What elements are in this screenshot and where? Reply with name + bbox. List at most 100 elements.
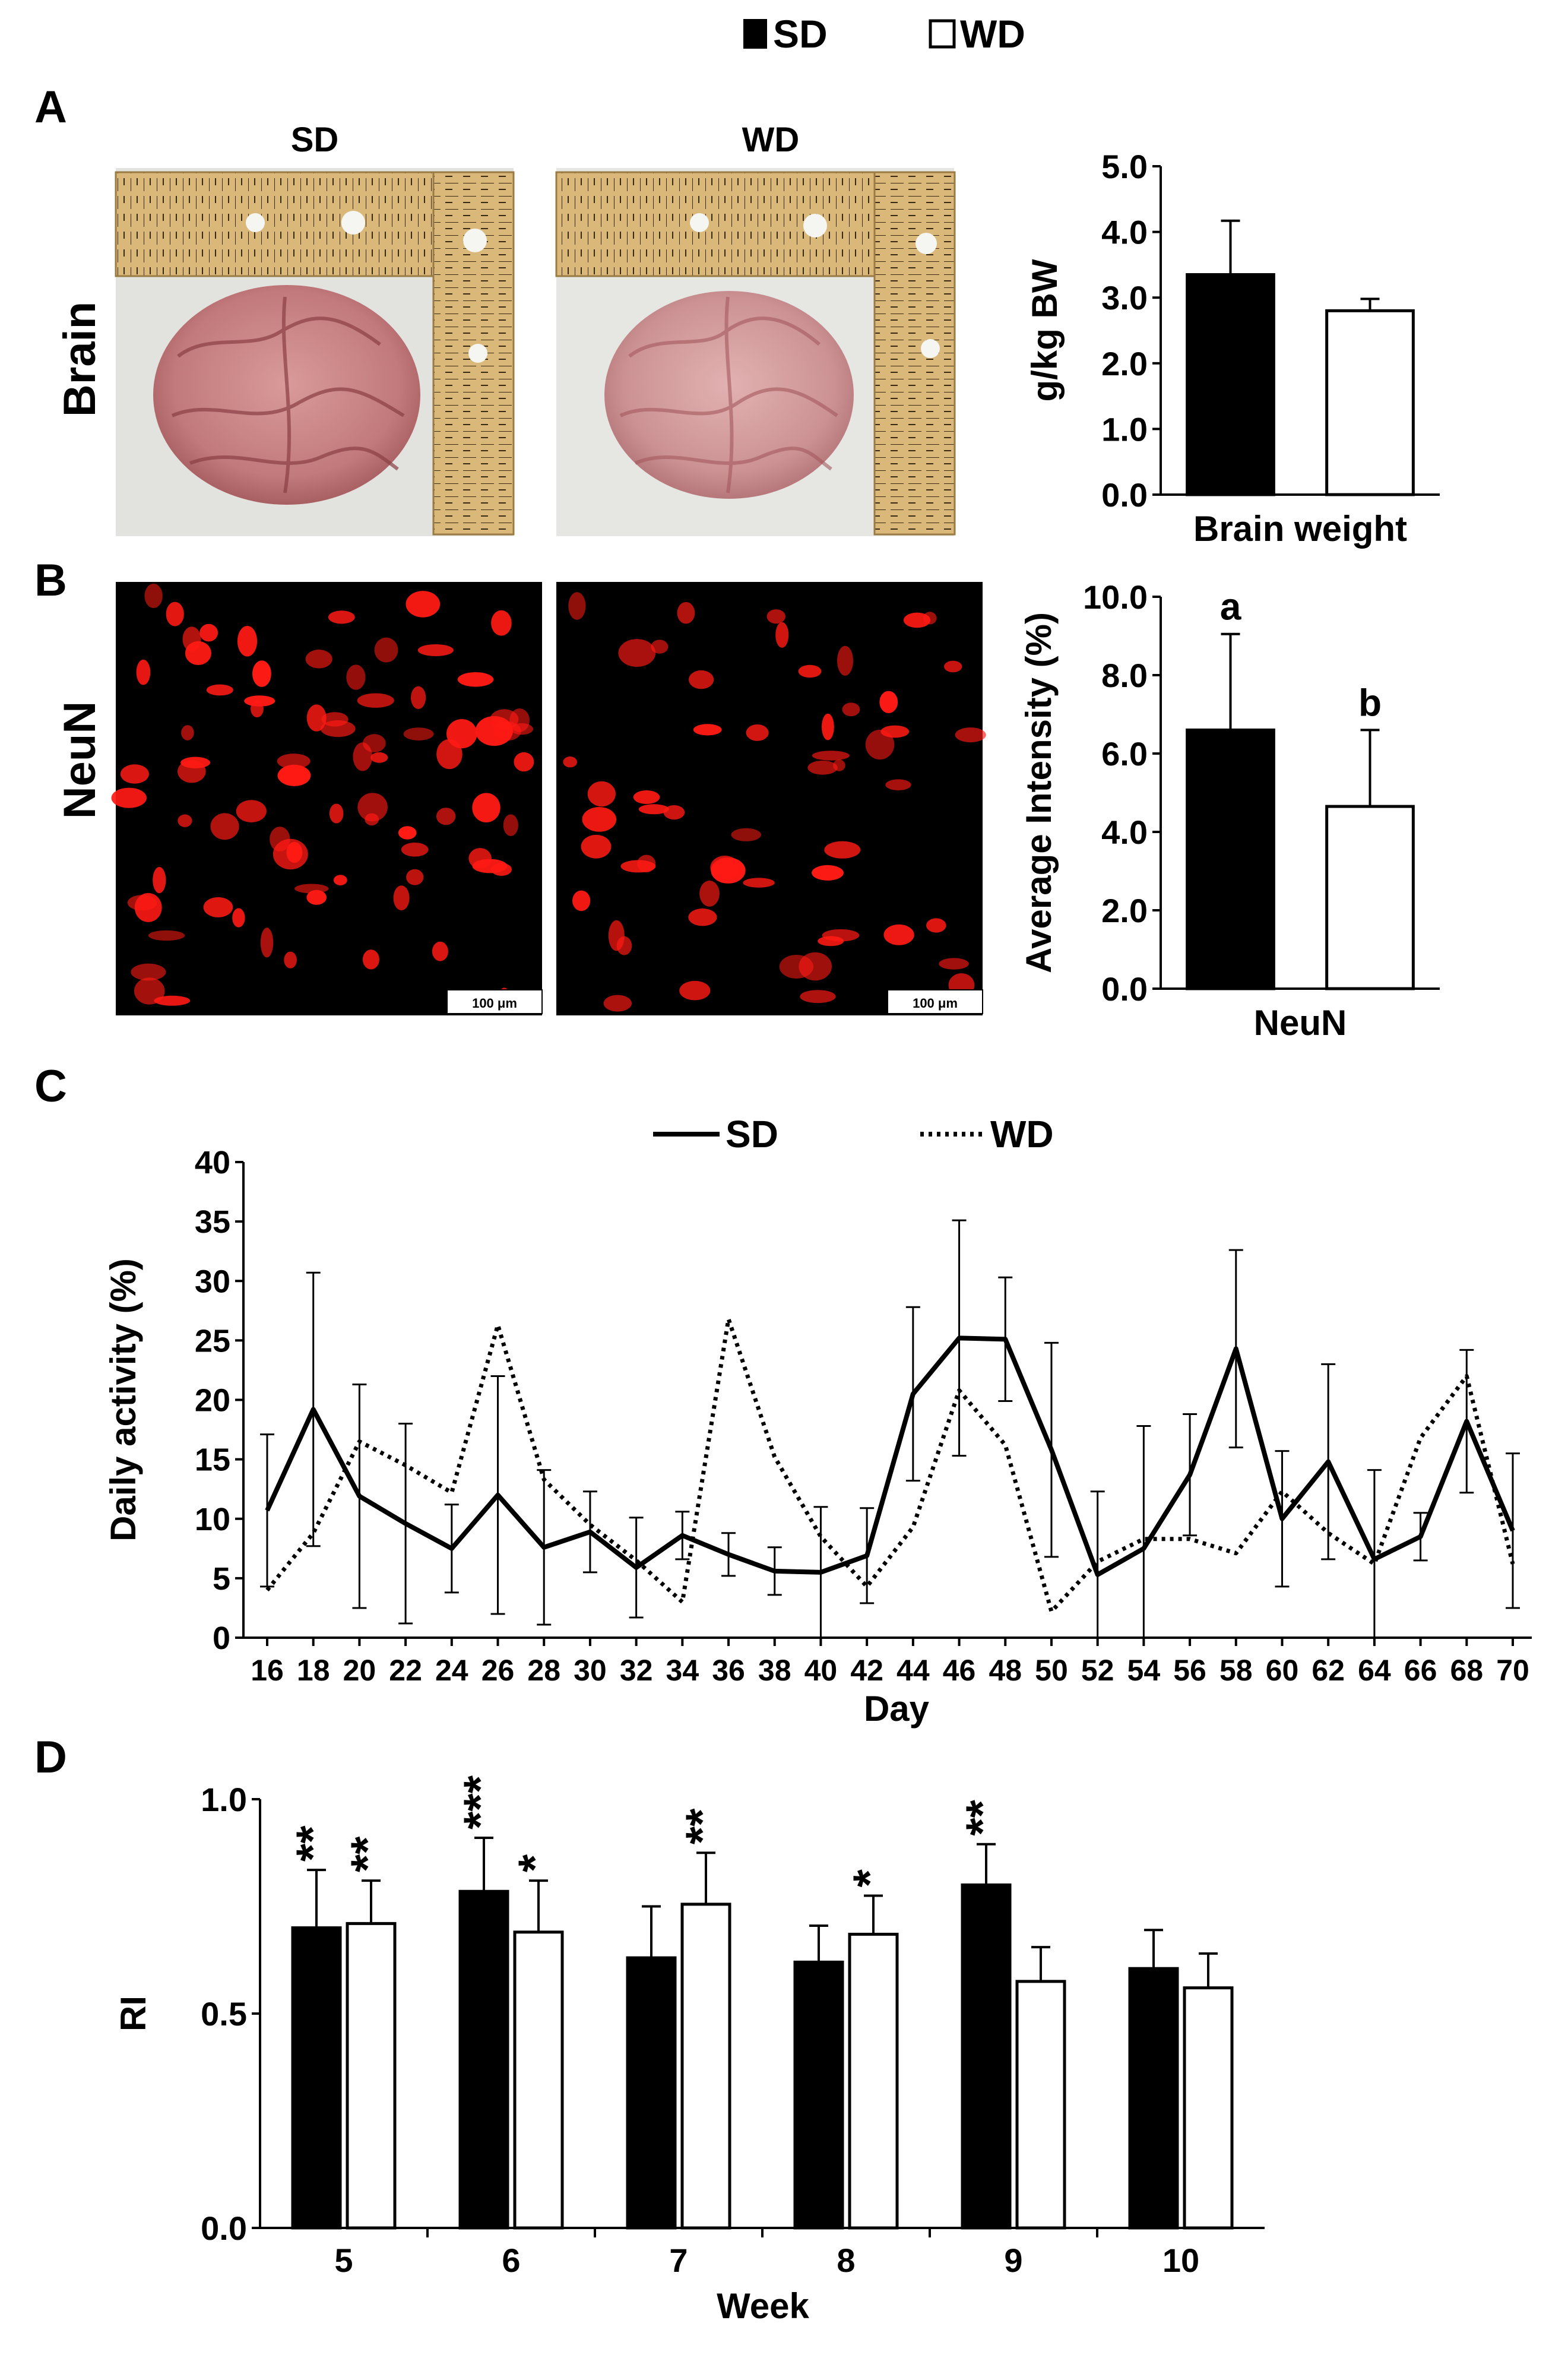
neuron-cell (711, 857, 746, 884)
neuron-cell (357, 693, 394, 708)
neuron-cell (237, 626, 258, 657)
bar-sd (1186, 273, 1275, 496)
bar-sd-week-6 (458, 1889, 509, 2230)
x-tick-label: 44 (897, 1654, 930, 1687)
neuron-cell (136, 659, 151, 685)
ruler-horizontal (115, 171, 444, 277)
x-tick-label: 40 (804, 1654, 838, 1687)
significance-stars: ** (676, 1808, 728, 1844)
y-tick-label: 4.0 (1101, 814, 1148, 851)
x-tick-label: 68 (1450, 1654, 1483, 1687)
y-tick-label: 8.0 (1101, 657, 1148, 694)
panel-c-letter: C (34, 1061, 67, 1112)
significance-letter: a (1220, 585, 1241, 628)
scale-bar (887, 989, 983, 1014)
chart-brain-weight: 0.0 1.0 2.0 3.0 4.0 5.0 Brain weight g/kg BW (1025, 148, 1440, 549)
neuron-cell (199, 623, 218, 642)
neun-image-sd: 100 μm (111, 582, 543, 1015)
bar-wd-week-6 (513, 1930, 564, 2230)
neuron-cell (798, 664, 822, 678)
neuron-cell (284, 951, 297, 968)
y-tick-label: 0.0 (1101, 476, 1148, 514)
neuron-cell (509, 708, 530, 732)
neuron-cell (633, 790, 660, 804)
x-tick-label: 58 (1219, 1654, 1253, 1687)
neuron-cell (305, 650, 332, 669)
y-tick-label: 10 (195, 1502, 230, 1537)
x-tick-label: 52 (1081, 1654, 1114, 1687)
neuron-cell (131, 963, 166, 981)
neuron-cell (677, 602, 695, 624)
neuron-cell (333, 875, 347, 885)
neuron-cell (568, 592, 586, 620)
bar-sd-week-7 (626, 1956, 677, 2230)
series-line-wd (265, 1316, 1515, 1614)
neuron-cell (306, 890, 327, 905)
neuron-cell (766, 609, 785, 624)
y-tick-label: 5.0 (1101, 148, 1148, 185)
y-tick-label: 15 (195, 1442, 230, 1478)
neuron-cell (582, 807, 617, 832)
neuron-cell (865, 729, 895, 760)
neuron-cell (236, 800, 267, 822)
x-tick-label: 28 (527, 1654, 560, 1687)
neuron-cell (346, 664, 366, 690)
neuron-cell (178, 814, 192, 827)
x-tick-label: 22 (389, 1654, 422, 1687)
significance-stars: * (508, 1854, 560, 1872)
neuron-cell (436, 808, 456, 825)
bar-wd-week-5 (346, 1922, 397, 2230)
y-tick-label: 20 (195, 1383, 230, 1419)
x-tick-label: 16 (251, 1654, 284, 1687)
x-tick-label: 5 (334, 2242, 353, 2279)
neuron-cell (608, 920, 625, 951)
neuron-cell (587, 781, 616, 807)
y-axis-label: g/kg BW (1025, 259, 1065, 401)
neuron-cell (799, 952, 832, 981)
neuron-cell (252, 660, 271, 687)
ruler-horizontal (555, 171, 884, 277)
neuron-cell (746, 724, 769, 741)
x-tick-label: 18 (297, 1654, 330, 1687)
neuron-cell (251, 700, 264, 718)
neuron-cell (472, 793, 501, 822)
neuron-cell (406, 591, 441, 618)
neuron-cell (663, 805, 685, 820)
legend-label-wd: WD (960, 12, 1025, 56)
bar-sd-week-8 (793, 1960, 844, 2230)
neuron-cell (637, 854, 656, 873)
bar-wd (1325, 805, 1415, 990)
y-tick-label: 1.0 (201, 1781, 247, 1818)
neuron-cell (370, 752, 388, 763)
x-tick-label: 20 (343, 1654, 376, 1687)
neuron-cell (939, 958, 969, 970)
neuron-cell (277, 764, 311, 786)
x-axis-label: Brain weight (1193, 509, 1407, 549)
x-tick-label: 10 (1162, 2242, 1199, 2279)
neun-image-wd: 100 μm (556, 582, 986, 1015)
ruler-vertical (873, 171, 956, 536)
x-tick-label: 38 (758, 1654, 791, 1687)
y-tick-label: 0.0 (1101, 970, 1148, 1008)
neuron-cell (824, 841, 861, 859)
panel-b: B NeuN 100 μm 100 μm (34, 555, 986, 1015)
neuron-cell (154, 995, 191, 1006)
neuron-cell (321, 712, 349, 727)
panel-b-row-label: NeuN (55, 701, 105, 819)
significance-stars: *** (454, 1775, 506, 1829)
neuron-cell (210, 813, 239, 840)
panel-a-letter: A (34, 82, 67, 132)
x-axis-label: Day (864, 1689, 930, 1729)
scale-bar (446, 989, 543, 1014)
x-tick-label: 8 (837, 2242, 855, 2279)
x-tick-label: 70 (1496, 1654, 1529, 1687)
neuron-cell (417, 644, 454, 656)
x-tick-label: 9 (1004, 2242, 1022, 2279)
panel-d: D (34, 1732, 67, 1783)
legend-label-sd: SD (726, 1113, 778, 1156)
y-tick-label: 6.0 (1101, 735, 1148, 773)
x-axis-label: NeuN (1254, 1003, 1347, 1043)
significance-stars: ** (286, 1825, 338, 1862)
legend-swatch-wd (929, 19, 956, 49)
